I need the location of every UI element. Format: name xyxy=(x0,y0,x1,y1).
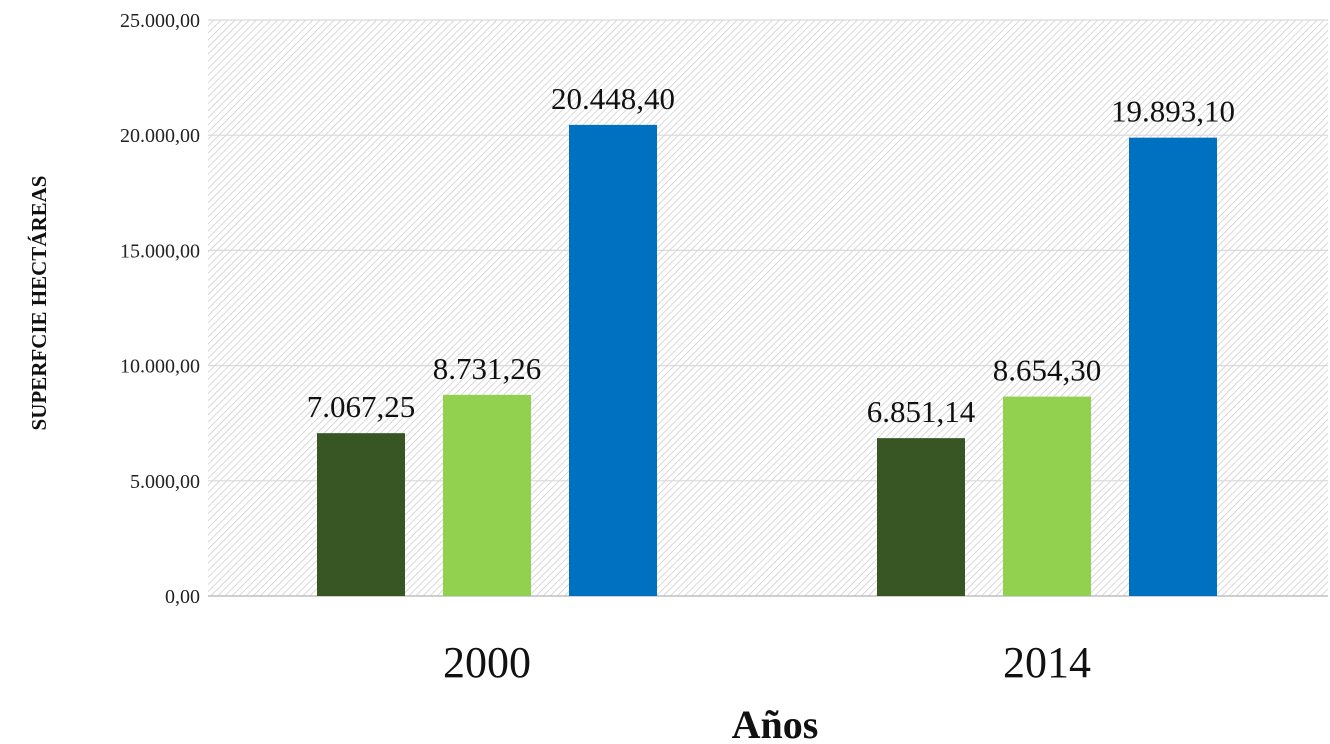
data-label: 20.448,40 xyxy=(551,81,675,116)
bars xyxy=(317,124,1217,597)
data-labels: 7.067,25 8.731,26 20.448,40 6.851,14 8.654,3… xyxy=(307,81,1235,429)
x-category-label: 2014 xyxy=(1003,638,1091,687)
x-axis-categories: 2000 2014 xyxy=(443,638,1091,687)
y-tick-label: 10.000,00 xyxy=(120,356,200,378)
y-tick-label: 15.000,00 xyxy=(120,240,200,262)
bar xyxy=(317,433,405,596)
y-tick-label: 5.000,00 xyxy=(130,471,200,493)
y-tick-label: 20.000,00 xyxy=(120,125,200,147)
y-axis-ticks: 0,00 5.000,00 10.000,00 15.000,00 20.000,00 2… xyxy=(120,10,200,608)
x-category-label: 2000 xyxy=(443,638,531,687)
y-tick-label: 25.000,00 xyxy=(120,10,200,32)
data-label: 7.067,25 xyxy=(307,389,416,424)
bar xyxy=(877,438,965,596)
data-label: 19.893,10 xyxy=(1111,94,1235,129)
data-label: 8.731,26 xyxy=(433,351,542,386)
data-label: 8.654,30 xyxy=(993,353,1102,388)
data-label: 6.851,14 xyxy=(867,394,976,429)
y-tick-label: 0,00 xyxy=(165,586,200,608)
bar xyxy=(569,124,657,596)
bar xyxy=(1003,396,1091,596)
x-axis-title: Años xyxy=(732,702,819,744)
bar xyxy=(443,394,531,596)
bar xyxy=(1129,137,1217,597)
y-axis-title: SUPERFCIE HECTÁREAS xyxy=(27,176,51,431)
